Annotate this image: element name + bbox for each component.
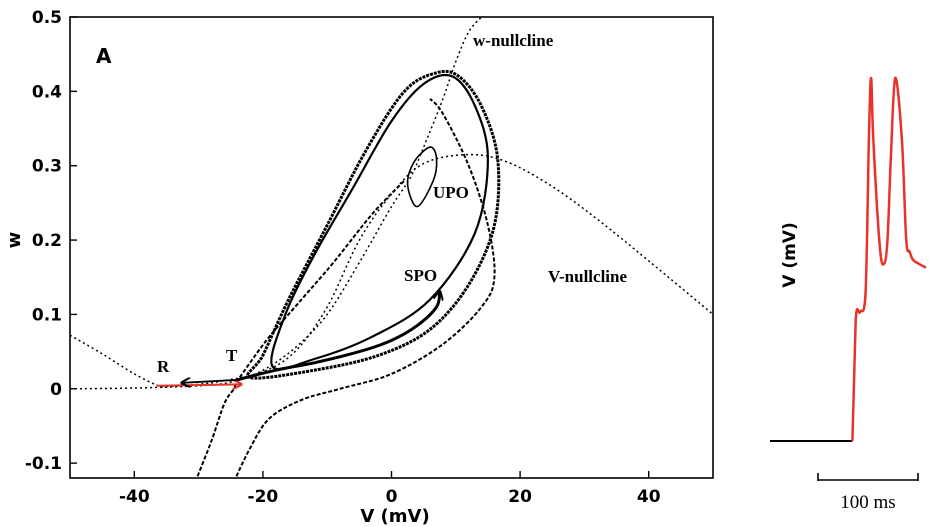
upo-annotation: UPO [433,183,469,202]
panel-label: A [96,44,112,68]
y-tick-label: 0.3 [32,157,62,177]
t-annotation: T [226,346,238,365]
phase-plane-panel: -40 -20 0 20 40 -0.1 0 0.1 0.2 0.3 0.4 0.5 A V (mV)… [4,8,714,527]
curves-clip-group [70,17,713,478]
phase-plane-curves [70,17,713,478]
w-nullcline-annotation: w-nullcline [473,31,554,50]
w-nullcline-curve [70,17,483,390]
y-tick-label: 0.5 [32,8,62,28]
r-annotation: R [157,357,170,376]
x-tick-label: -20 [248,487,279,507]
spo-outer-curve [246,69,501,380]
voltage-spike-trace [851,76,927,442]
voltage-axis-label: V (mV) [780,222,800,288]
x-tick-label: -40 [119,487,150,507]
v-nullcline-annotation: V-nullcline [548,267,627,286]
black-arrow [183,380,238,383]
y-tick-label: 0.2 [32,231,62,251]
phase-plane-ticks: -40 -20 0 20 40 -0.1 0 0.1 0.2 0.3 0.4 0.5 [25,8,661,507]
time-scale-bar-label: 100 ms [840,492,895,513]
y-tick-label: 0.4 [32,82,62,102]
x-tick-label: 20 [508,487,532,507]
x-axis-label: V (mV) [360,506,429,527]
red-arrow [156,384,241,385]
x-tick-label: 40 [637,487,661,507]
x-tick-label: 0 [386,487,398,507]
spo-annotation: SPO [404,266,437,285]
time-scale-bar [817,473,919,481]
spo-curve [270,73,490,371]
upo-curve [406,146,438,208]
stable-manifold-upper [234,98,496,478]
y-tick-label: 0 [50,380,62,400]
y-tick-label: -0.1 [25,454,62,474]
stable-manifold-lower [195,179,406,478]
y-tick-label: 0.1 [32,305,62,325]
trajectory-curve [236,292,440,382]
y-axis-label: w [4,232,25,249]
voltage-trace-panel: V (mV) 100 ms [770,76,927,513]
plot-frame [69,16,714,479]
voltage-trace [770,76,927,442]
